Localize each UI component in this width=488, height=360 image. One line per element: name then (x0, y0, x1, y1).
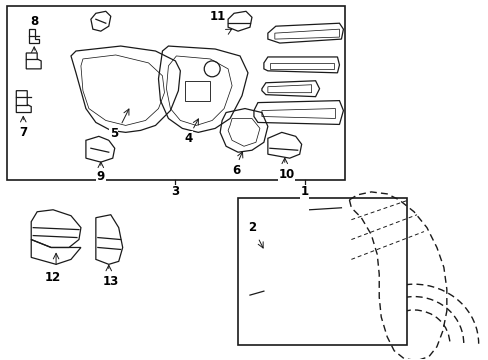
Text: 11: 11 (210, 10, 226, 23)
Text: 3: 3 (171, 185, 179, 198)
Text: 13: 13 (102, 275, 119, 288)
Text: 4: 4 (184, 132, 192, 145)
Text: 9: 9 (97, 170, 105, 183)
Text: 2: 2 (247, 221, 256, 234)
Text: 12: 12 (45, 271, 61, 284)
Text: 5: 5 (109, 127, 118, 140)
Text: 10: 10 (278, 167, 294, 181)
Text: 8: 8 (30, 15, 38, 28)
Bar (7, 6, 345, 180)
Text: 7: 7 (19, 126, 27, 139)
Text: 6: 6 (231, 163, 240, 176)
Bar (238, 198, 406, 345)
Text: 1: 1 (300, 185, 308, 198)
